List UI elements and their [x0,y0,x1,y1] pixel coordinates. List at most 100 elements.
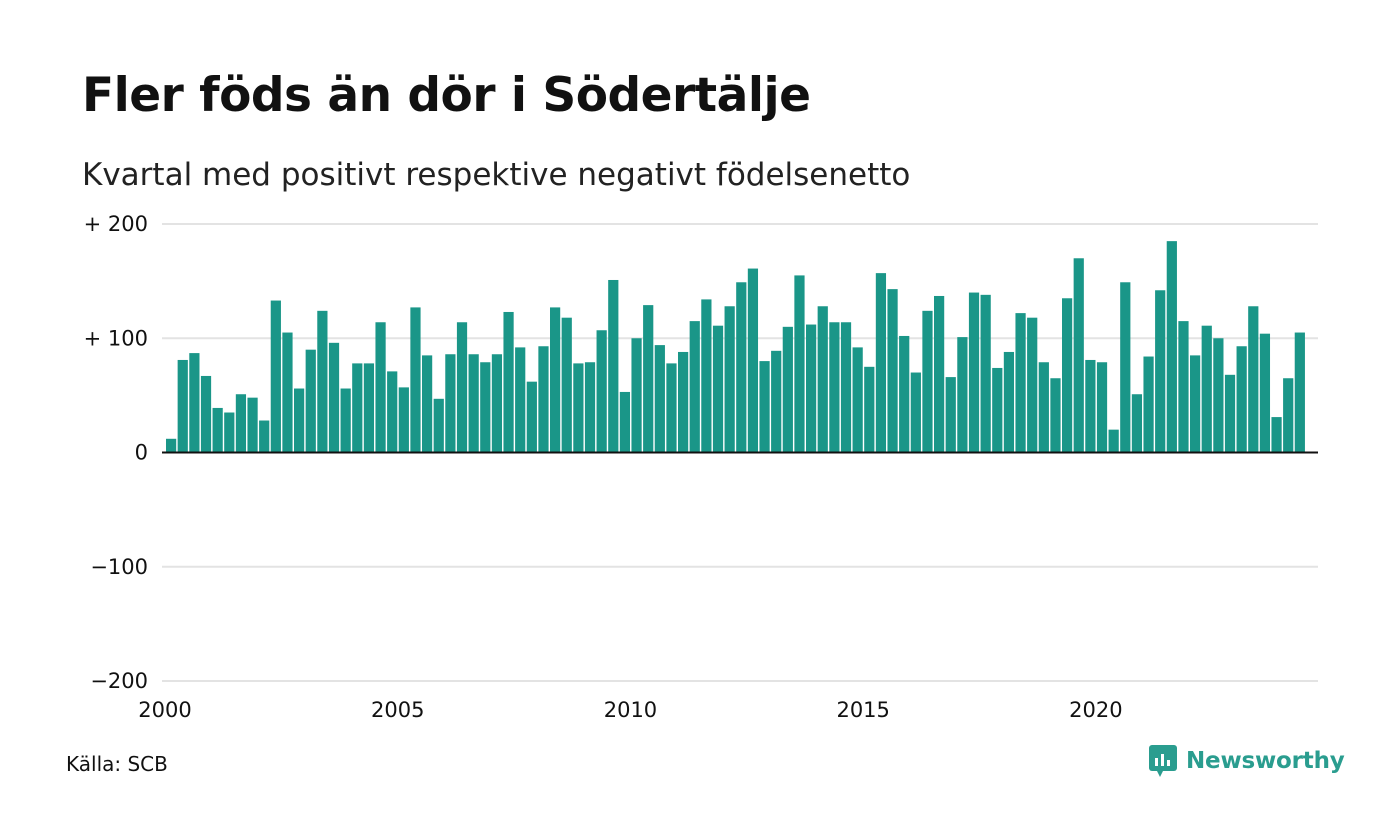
bar [282,332,293,453]
y-axis-ticks: + 200 + 100 0 −100 −200 [84,212,148,693]
bar [1015,313,1026,453]
chart-title: Fler föds än dör i Södertälje [82,68,811,123]
bar [701,299,712,453]
bar [1271,417,1282,453]
bar [445,354,456,453]
bar [782,326,793,453]
bar [957,337,968,453]
bar [410,307,421,453]
bar [1073,258,1084,453]
bar [771,350,782,453]
bar [759,361,770,453]
y-tick-label: −200 [90,669,148,693]
bar [387,371,398,453]
bar [864,366,875,453]
bar [875,273,887,453]
bar [200,375,212,453]
bar [177,359,188,453]
bar [1259,333,1271,453]
bar [189,353,200,453]
bar [1108,429,1119,453]
y-tick-label: + 100 [84,326,148,350]
bar [1166,241,1177,453]
bar [631,338,642,453]
bar [561,317,572,453]
bar [305,349,316,453]
bar [1038,362,1049,453]
chart-subtitle: Kvartal med positivt respektive negativt… [82,157,911,193]
bar [1294,332,1305,453]
bar [247,397,258,453]
bar [1178,321,1189,453]
x-tick-label: 2005 [371,698,424,722]
bar [433,398,444,453]
bar [829,322,840,453]
y-tick-label: −100 [90,555,148,579]
bar [468,354,479,453]
bar [1120,282,1131,453]
bar [1224,374,1236,453]
bar [1155,290,1166,453]
bar [328,342,340,453]
y-tick-label: + 200 [84,212,148,236]
bar [270,300,281,453]
newsworthy-logo-icon [1149,745,1177,777]
bar [1213,338,1224,453]
bar [166,438,177,453]
bar [294,388,305,453]
bar [1131,394,1143,453]
bar [678,351,689,453]
x-axis-ticks: 2000 2005 2010 2015 2020 [138,698,1122,722]
bar [840,322,852,453]
bar [1050,378,1061,453]
x-tick-label: 2020 [1069,698,1122,722]
bar [422,355,433,453]
bar [817,306,828,453]
bar [1027,317,1038,453]
bar [1062,298,1073,453]
bar [491,354,503,453]
bar [456,322,468,453]
bar [945,377,956,453]
bar [398,387,409,453]
source-label: Källa: SCB [66,752,168,776]
bar [910,372,921,453]
y-tick-label: 0 [135,441,148,465]
bar [1283,378,1294,453]
bar [852,347,863,453]
bar [212,407,223,453]
bar [643,305,654,453]
bar [794,275,805,453]
bar [654,345,665,453]
brand-logo[interactable]: Newsworthy [1148,744,1345,778]
bar [724,306,735,453]
bar [259,420,270,453]
bar [736,282,747,453]
bar [712,325,724,453]
bar [1003,351,1015,453]
bar [899,335,910,453]
bar [584,362,596,453]
bar [596,330,607,453]
bar [515,347,526,453]
bar [1201,325,1212,453]
bar [1236,346,1247,453]
bar [317,310,328,453]
bar [922,310,933,453]
bar [224,412,235,453]
bar [1143,356,1154,453]
bar [375,322,386,453]
bar [340,388,351,453]
bar [1248,306,1259,453]
bar [526,381,537,453]
bar [573,363,584,453]
bar [666,363,677,453]
bar [968,292,980,453]
brand-name: Newsworthy [1186,748,1345,774]
bar [538,346,549,453]
x-tick-label: 2000 [138,698,191,722]
bar [887,289,898,453]
x-tick-label: 2010 [604,698,657,722]
bar [1190,355,1201,453]
